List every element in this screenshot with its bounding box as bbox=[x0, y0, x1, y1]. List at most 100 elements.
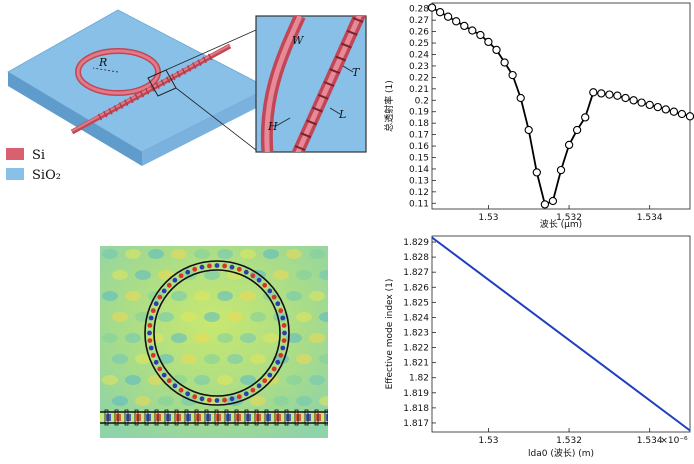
chart1-ytick-label: 0.17 bbox=[409, 131, 429, 141]
substrate-right-side bbox=[142, 88, 268, 166]
length-label: L bbox=[338, 108, 346, 121]
chart2-xtick-label: 1.532 bbox=[556, 436, 582, 446]
chart1-ytick-label: 0.11 bbox=[409, 199, 429, 209]
chart1-ytick-label: 0.18 bbox=[409, 119, 429, 129]
transmission-point bbox=[605, 90, 614, 99]
chart1-ytick-label: 0.28 bbox=[409, 5, 429, 15]
transmission-point bbox=[685, 112, 694, 121]
transmission-point bbox=[492, 45, 501, 55]
chart2-ytick-label: 1.827 bbox=[403, 268, 429, 278]
transmission-point bbox=[572, 125, 582, 135]
substrate-top bbox=[7, 9, 269, 153]
substrate-left-side bbox=[8, 72, 142, 166]
radius-arrow bbox=[92, 67, 119, 73]
chart1-xtick-label: 1.53 bbox=[478, 213, 498, 223]
chart1-xtick-label: 1.534 bbox=[637, 213, 663, 223]
chart1-ytick-label: 0.2 bbox=[415, 96, 429, 106]
transmission-point bbox=[427, 3, 437, 12]
thickness-label: T bbox=[352, 66, 361, 79]
chart1-ytick-label: 0.15 bbox=[409, 154, 429, 164]
transmission-point bbox=[468, 26, 477, 35]
field-distribution-plot bbox=[100, 246, 335, 438]
chart2-ytick-label: 1.82 bbox=[409, 374, 429, 384]
transmission-point bbox=[597, 89, 606, 98]
chart1-ytick-label: 0.12 bbox=[409, 188, 429, 198]
transmission-point bbox=[589, 88, 598, 97]
chart1-ytick-label: 0.13 bbox=[409, 176, 429, 186]
chart2-x-exponent: ×10⁻⁶ bbox=[660, 436, 688, 446]
chart2-ytick-label: 1.819 bbox=[403, 389, 429, 399]
chart1-ytick-label: 0.21 bbox=[409, 85, 429, 95]
transmission-point bbox=[564, 140, 574, 150]
transmission-point bbox=[508, 70, 517, 80]
transmission-point bbox=[637, 98, 646, 107]
chart2-ytick-label: 1.826 bbox=[403, 283, 429, 293]
legend-swatch-si bbox=[6, 148, 24, 160]
transmission-point bbox=[460, 21, 469, 31]
legend-swatch-sio2 bbox=[6, 168, 24, 180]
chart2-ytick-label: 1.824 bbox=[403, 313, 429, 323]
chart1-ytick-label: 0.14 bbox=[409, 165, 429, 175]
ring-mode-pattern bbox=[147, 263, 287, 403]
transmission-point bbox=[443, 12, 453, 21]
transmission-point bbox=[435, 8, 445, 17]
radius-label: R bbox=[98, 56, 107, 69]
transmission-point bbox=[500, 58, 509, 67]
chart2-xtick-label: 1.534 bbox=[637, 436, 663, 446]
transmission-point bbox=[516, 93, 525, 103]
chart1-ytick-label: 0.22 bbox=[409, 73, 429, 83]
transmission-point bbox=[661, 105, 670, 114]
transmission-point bbox=[621, 93, 630, 103]
transmission-point bbox=[645, 100, 654, 110]
chart2-xtick-label: 1.53 bbox=[478, 436, 498, 446]
material-legend: Si SiO₂ bbox=[6, 148, 61, 183]
transmission-point bbox=[556, 165, 566, 175]
transmission-point bbox=[452, 17, 461, 26]
chart1-ytick-label: 0.24 bbox=[409, 51, 429, 61]
transmission-point bbox=[653, 102, 662, 112]
chart1-ytick-label: 0.23 bbox=[409, 62, 429, 72]
effective-index-line bbox=[431, 236, 691, 432]
transmission-point bbox=[524, 125, 533, 135]
chart2-ytick-label: 1.828 bbox=[403, 253, 429, 263]
chart1-ytick-label: 0.27 bbox=[409, 16, 429, 26]
field-ring-outer bbox=[144, 260, 290, 406]
transmission-point bbox=[669, 107, 679, 116]
device-schematic: R W T L H bbox=[0, 0, 370, 232]
transmission-point bbox=[548, 196, 558, 206]
transmission-point bbox=[484, 37, 493, 47]
legend-label-si: Si bbox=[32, 148, 45, 163]
transmission-point bbox=[532, 168, 541, 177]
effective-index-chart: 1.817 1.818 1.819 1.82 1.821 1.822 1.823 1.824 1… bbox=[372, 232, 694, 460]
grating-teeth bbox=[97, 53, 213, 121]
transmission-point bbox=[540, 200, 550, 209]
zoom-inset: W T L H bbox=[255, 15, 367, 153]
chart1-xlabel: 波长 (μm) bbox=[540, 218, 582, 230]
width-label: W bbox=[292, 34, 305, 47]
transmission-point bbox=[581, 113, 590, 122]
chart1-ytick-label: 0.16 bbox=[409, 142, 429, 152]
chart1-xtick-label: 1.532 bbox=[556, 213, 582, 223]
legend-label-sio2: SiO₂ bbox=[32, 168, 61, 183]
transmission-chart: 0.11 0.12 0.13 0.14 0.15 0.16 0.17 0.18 0.19 0.2 0… bbox=[372, 0, 694, 232]
height-label: H bbox=[267, 120, 278, 133]
chart2-ytick-label: 1.823 bbox=[403, 328, 429, 338]
chart2-xlabel: lda0 (波长) (m) bbox=[528, 447, 594, 459]
chart2-ytick-label: 1.817 bbox=[403, 419, 429, 429]
transmission-point bbox=[476, 30, 485, 40]
chart2-ytick-label: 1.821 bbox=[403, 359, 429, 369]
chart2-ytick-label: 1.822 bbox=[403, 344, 429, 354]
chart1-ytick-label: 0.19 bbox=[409, 108, 429, 118]
chart1-ytick-label: 0.25 bbox=[409, 39, 429, 49]
field-waveguide bbox=[100, 412, 328, 423]
chart1-ylabel: 总透射率 (1) bbox=[383, 80, 395, 132]
chart2-ytick-label: 1.818 bbox=[403, 404, 429, 414]
chart2-ytick-label: 1.825 bbox=[403, 298, 429, 308]
field-ring-inner bbox=[153, 269, 281, 397]
transmission-point bbox=[613, 91, 622, 100]
transmission-point bbox=[629, 96, 638, 105]
chart2-ylabel: Effective mode index (1) bbox=[385, 279, 395, 390]
transmission-point bbox=[677, 109, 687, 119]
chart1-ytick-label: 0.26 bbox=[409, 28, 429, 38]
chart2-ytick-label: 1.829 bbox=[403, 238, 429, 248]
